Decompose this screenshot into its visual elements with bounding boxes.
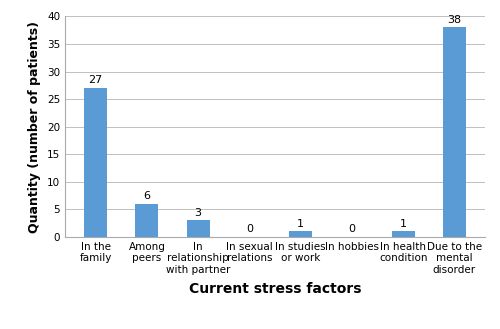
- Bar: [443, 28, 466, 237]
- Bar: [186, 220, 210, 237]
- Y-axis label: Quantity (number of patients): Quantity (number of patients): [28, 21, 42, 233]
- Text: 6: 6: [144, 191, 150, 201]
- X-axis label: Current stress factors: Current stress factors: [189, 282, 361, 296]
- Text: 0: 0: [348, 224, 356, 234]
- Bar: [84, 88, 107, 237]
- Text: 3: 3: [194, 208, 202, 217]
- Text: 27: 27: [88, 75, 102, 85]
- Text: 0: 0: [246, 224, 253, 234]
- Text: 1: 1: [297, 218, 304, 229]
- Text: 1: 1: [400, 218, 406, 229]
- Text: 38: 38: [448, 15, 462, 25]
- Bar: [289, 231, 312, 237]
- Bar: [136, 204, 158, 237]
- Bar: [392, 231, 414, 237]
